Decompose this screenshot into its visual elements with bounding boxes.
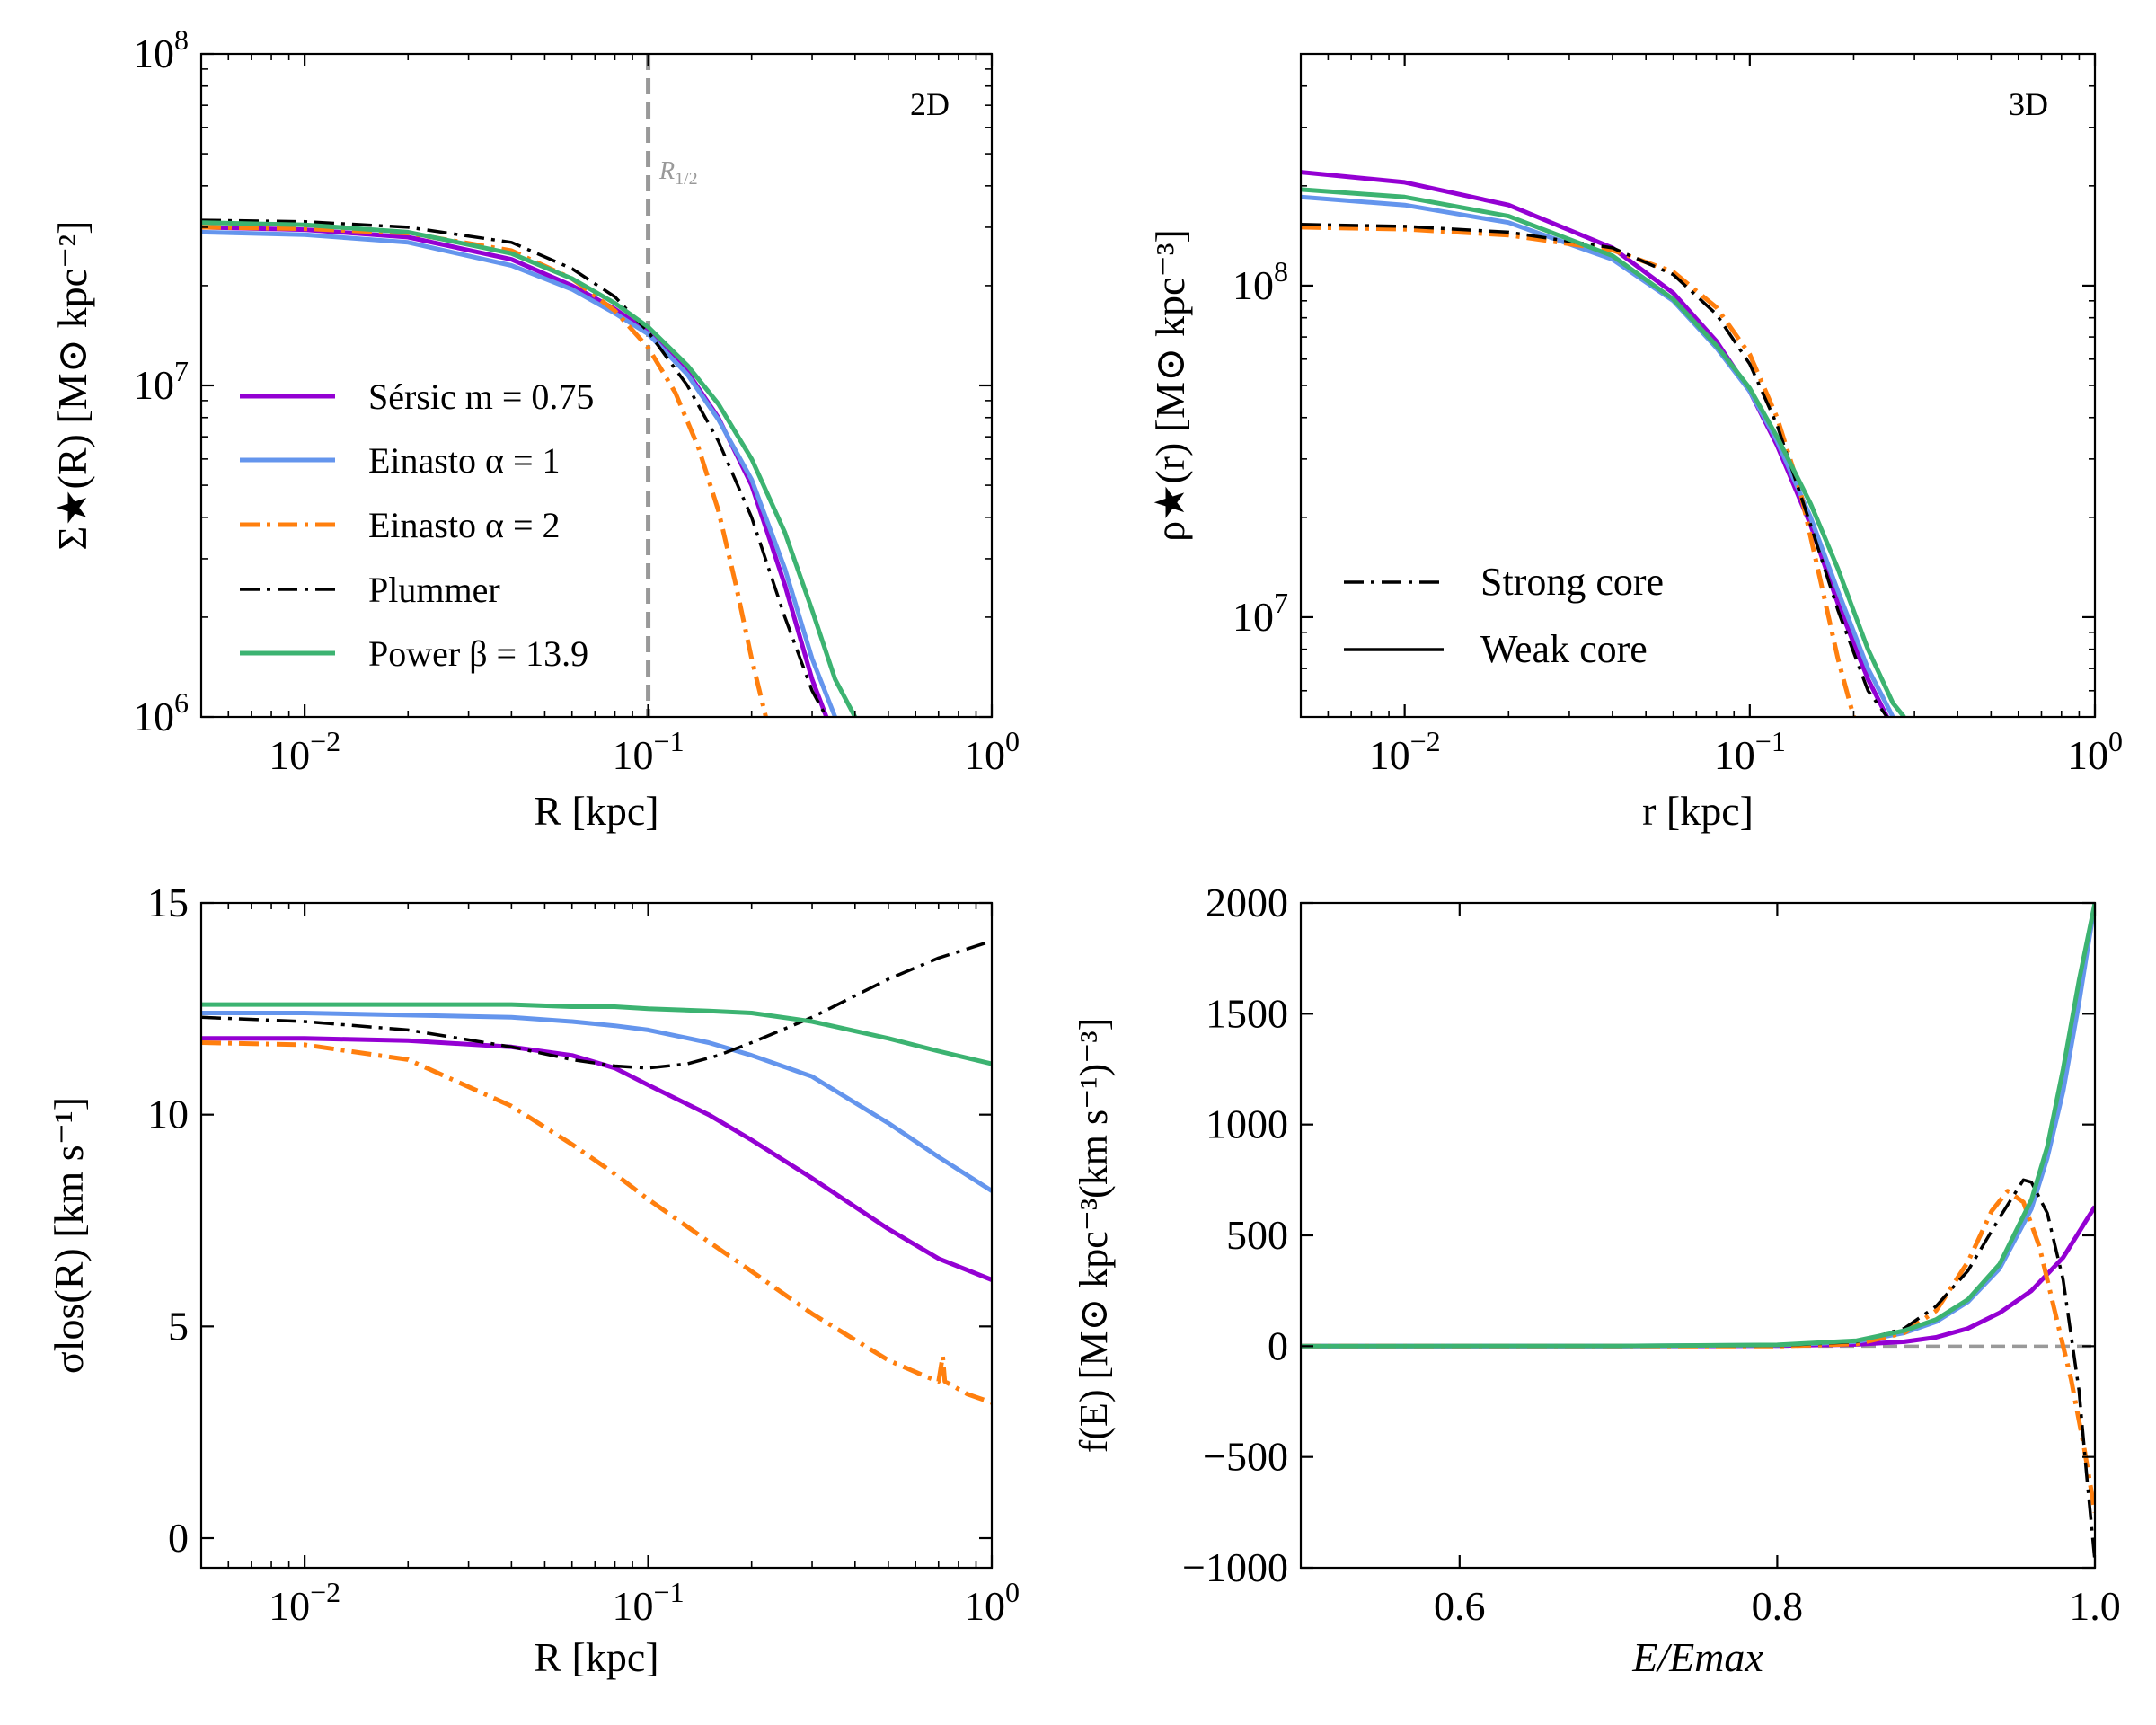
- legend-label-weak-core: Weak core: [1480, 627, 1648, 671]
- legend-label-plummer: Plummer: [368, 570, 500, 610]
- series-sersic: [201, 1036, 992, 1282]
- y-tick-label: 1500: [1206, 990, 1288, 1036]
- axes-frame: [1299, 901, 2097, 1570]
- x-tick-label: 10−1: [1714, 725, 1786, 778]
- x-tick-label: 100: [964, 1576, 1020, 1629]
- series-einasto1: [1301, 903, 2095, 1349]
- y-tick-label: 5: [168, 1303, 189, 1349]
- y-tick-label: 0: [168, 1515, 189, 1561]
- legend: Sérsic m = 0.75 Einasto α = 1 Einasto α …: [240, 376, 594, 674]
- vline-label: R1/2: [658, 157, 698, 189]
- x-tick-label: 10−2: [269, 725, 340, 778]
- x-tick-label: 10−1: [613, 1576, 685, 1629]
- legend-label-sersic: Sérsic m = 0.75: [368, 376, 594, 417]
- series-einasto1: [201, 1011, 992, 1193]
- x-tick-label: 1.0: [2069, 1583, 2121, 1629]
- y-tick-label: 10: [147, 1092, 189, 1137]
- x-tick-label: 0.8: [1752, 1583, 1804, 1629]
- panel-volume-density: 10−2 10−1 100 107 108 3D r [kpc] ρ★(r) [M⊙ k…: [1147, 52, 2123, 834]
- x-axis-label: R [kpc]: [534, 788, 658, 834]
- series-einasto1: [201, 229, 837, 717]
- y-tick-label: 107: [1233, 587, 1288, 640]
- x-tick-label: 100: [2067, 725, 2123, 778]
- y-tick-label: 106: [133, 686, 189, 739]
- series-sersic: [1301, 1205, 2095, 1349]
- y-tick-label: 2000: [1206, 880, 1288, 925]
- legend-label-einasto1: Einasto α = 1: [368, 440, 561, 481]
- x-tick-label: 10−2: [1369, 725, 1441, 778]
- panel-distribution-function: 0.6 0.8 1.0 −1000 −500 0 500 1000 1500 2000 E/Ema…: [1072, 880, 2121, 1680]
- axes-frame: [199, 52, 994, 719]
- x-tick-label: 0.6: [1434, 1583, 1486, 1629]
- series-plummer: [201, 939, 992, 1070]
- panel-surface-density: 10−2 10−1 100 106 107 108 2D R1/2 R [kpc] Σ★(…: [49, 23, 1020, 834]
- series-power: [1301, 903, 2095, 1349]
- y-axis-label: f(E) [M⊙ kpc⁻³(km s⁻¹)⁻³]: [1072, 1018, 1116, 1454]
- y-tick-label: −1000: [1182, 1544, 1288, 1590]
- y-axis-label: ρ★(r) [M⊙ kpc⁻³]: [1147, 229, 1193, 542]
- y-tick-label: 1000: [1206, 1101, 1288, 1147]
- panel-los-dispersion: 10−2 10−1 100 0 5 10 15 R [kpc] σlos(R) [km s⁻…: [46, 880, 1020, 1680]
- series-plummer: [201, 218, 828, 717]
- x-tick-label: 10−2: [269, 1576, 340, 1629]
- series-einasto2: [201, 1040, 992, 1405]
- legend-label-power: Power β = 13.9: [368, 633, 588, 674]
- legend-label-strong-core: Strong core: [1480, 560, 1664, 604]
- series-power: [1301, 187, 1906, 717]
- y-tick-label: 500: [1226, 1212, 1288, 1258]
- series-einasto2: [1301, 225, 1856, 717]
- legend: Strong core Weak core: [1344, 560, 1664, 671]
- panel-label: 3D: [2009, 86, 2048, 122]
- series-power: [201, 1002, 992, 1066]
- y-tick-label: 108: [1233, 255, 1288, 308]
- series-plummer: [1301, 223, 1889, 717]
- y-axis-label: Σ★(R) [M⊙ kpc⁻²]: [49, 221, 95, 551]
- series-einasto2: [1301, 1189, 2095, 1513]
- x-tick-label: 10−1: [613, 725, 685, 778]
- y-tick-label: 15: [147, 880, 189, 925]
- x-tick-label: 100: [964, 725, 1020, 778]
- y-axis-label: σlos(R) [km s⁻¹]: [46, 1097, 92, 1374]
- axes-frame: [199, 901, 994, 1570]
- y-tick-label: 0: [1268, 1322, 1288, 1368]
- x-axis-label: r [kpc]: [1642, 788, 1754, 834]
- series-power: [201, 220, 858, 717]
- legend-label-einasto2: Einasto α = 2: [368, 505, 561, 545]
- y-tick-label: 107: [133, 355, 189, 408]
- x-axis-label: E/Emax: [1631, 1634, 1763, 1680]
- axes-frame: [1299, 52, 2097, 719]
- y-tick-label: −500: [1203, 1434, 1288, 1480]
- series-plummer: [1301, 1178, 2095, 1561]
- x-axis-label: R [kpc]: [534, 1634, 658, 1680]
- y-tick-label: 108: [133, 23, 189, 76]
- panel-label: 2D: [910, 86, 950, 122]
